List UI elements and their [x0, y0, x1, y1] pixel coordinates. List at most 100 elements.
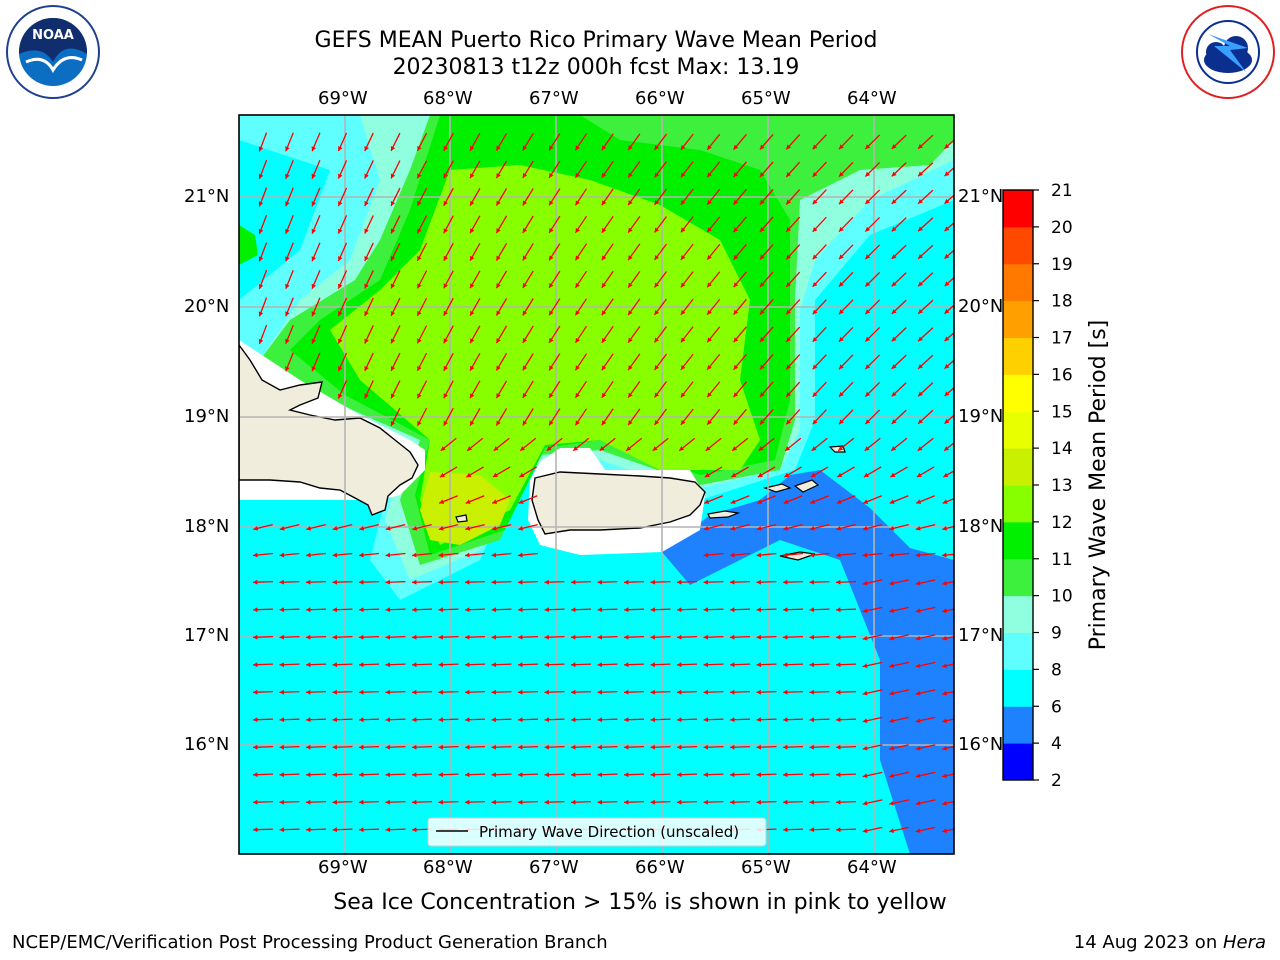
- direction-arrow: [627, 298, 641, 316]
- direction-arrow: [252, 772, 274, 778]
- direction-arrow: [889, 661, 909, 669]
- lon-label-bottom: 67°W: [529, 857, 579, 878]
- direction-arrow: [915, 689, 936, 696]
- direction-arrow: [653, 298, 668, 316]
- direction-arrow: [891, 299, 907, 315]
- direction-arrow: [756, 662, 777, 668]
- direction-arrow: [891, 382, 907, 397]
- direction-arrow: [601, 380, 614, 399]
- direction-arrow: [332, 662, 353, 668]
- direction-arrow: [889, 579, 909, 586]
- direction-arrow: [358, 772, 380, 778]
- direction-arrow: [252, 744, 274, 750]
- direction-arrow: [864, 272, 881, 287]
- direction-arrow: [680, 381, 694, 398]
- direction-arrow: [358, 607, 380, 613]
- direction-arrow: [522, 133, 534, 151]
- direction-arrow: [332, 744, 353, 750]
- lon-label-top: 65°W: [741, 88, 791, 109]
- direction-arrow: [759, 299, 774, 315]
- vieques-island: [707, 510, 741, 519]
- direction-arrow: [864, 354, 881, 370]
- lat-label-left: 17°N: [184, 625, 230, 646]
- direction-arrow: [252, 827, 274, 833]
- direction-arrow: [491, 523, 512, 531]
- direction-arrow: [305, 827, 327, 833]
- direction-arrow: [785, 189, 801, 205]
- direction-arrow: [650, 579, 671, 585]
- direction-arrow: [548, 325, 561, 344]
- direction-arrow: [915, 495, 936, 504]
- direction-arrow: [835, 662, 857, 668]
- direction-arrow: [836, 523, 856, 531]
- direction-arrow: [809, 689, 830, 695]
- direction-arrow: [305, 579, 327, 585]
- direction-arrow: [915, 552, 936, 558]
- direction-arrow: [279, 744, 300, 750]
- direction-arrow: [676, 607, 698, 613]
- direction-arrow: [942, 608, 954, 614]
- direction-arrow: [258, 187, 268, 207]
- direction-arrow: [548, 160, 561, 179]
- direction-arrow: [756, 799, 777, 805]
- direction-arrow: [676, 579, 698, 585]
- direction-arrow: [759, 354, 774, 370]
- direction-arrow: [864, 382, 881, 397]
- direction-arrow: [518, 523, 538, 531]
- direction-arrow: [572, 437, 590, 452]
- direction-arrow: [891, 162, 907, 177]
- direction-arrow: [252, 689, 274, 695]
- direction-arrow: [252, 717, 274, 723]
- direction-arrow: [623, 689, 645, 695]
- direction-arrow: [469, 187, 481, 207]
- direction-arrow: [491, 772, 512, 778]
- direction-arrow: [917, 299, 934, 315]
- direction-arrow: [782, 552, 804, 558]
- direction-arrow: [337, 325, 348, 344]
- lon-label-top: 66°W: [635, 88, 685, 109]
- direction-arrow: [390, 242, 401, 262]
- direction-arrow: [627, 161, 641, 178]
- direction-arrow: [285, 297, 294, 317]
- colorbar-tick-label: 20: [1051, 218, 1073, 238]
- direction-arrow: [517, 799, 539, 805]
- direction-arrow: [385, 744, 406, 750]
- direction-arrow: [279, 579, 300, 585]
- lat-label-right: 18°N: [958, 516, 1004, 537]
- direction-arrow: [258, 132, 268, 152]
- direction-arrow: [703, 495, 724, 504]
- colorbar-segment: [1003, 743, 1033, 781]
- direction-arrow: [411, 744, 433, 750]
- direction-arrow: [733, 133, 747, 151]
- direction-arrow: [305, 689, 327, 695]
- direction-arrow: [570, 744, 592, 750]
- direction-arrow: [279, 662, 300, 668]
- colorbar-tick-label: 15: [1051, 402, 1073, 422]
- direction-arrow: [759, 271, 774, 288]
- direction-arrow: [279, 607, 300, 613]
- direction-arrow: [676, 689, 698, 695]
- direction-arrow: [891, 189, 907, 205]
- direction-arrow: [574, 380, 588, 399]
- direction-arrow: [942, 773, 954, 779]
- direction-arrow: [574, 325, 588, 344]
- direction-arrow: [942, 800, 954, 806]
- direction-arrow: [706, 243, 721, 261]
- direction-arrow: [812, 354, 827, 370]
- direction-arrow: [759, 381, 774, 398]
- direction-arrow: [759, 134, 774, 150]
- direction-arrow: [811, 437, 828, 452]
- direction-arrow: [544, 799, 565, 805]
- hispaniola-land: [239, 343, 419, 516]
- direction-arrow: [650, 772, 671, 778]
- direction-arrow: [680, 408, 694, 426]
- direction-arrow: [305, 634, 327, 640]
- direction-arrow: [785, 271, 801, 288]
- direction-arrow: [601, 188, 614, 206]
- direction-arrow: [653, 188, 668, 206]
- direction-arrow: [279, 634, 300, 640]
- direction-arrow: [544, 717, 565, 723]
- direction-arrow: [518, 495, 538, 504]
- direction-arrow: [729, 744, 751, 750]
- direction-arrow: [385, 634, 406, 640]
